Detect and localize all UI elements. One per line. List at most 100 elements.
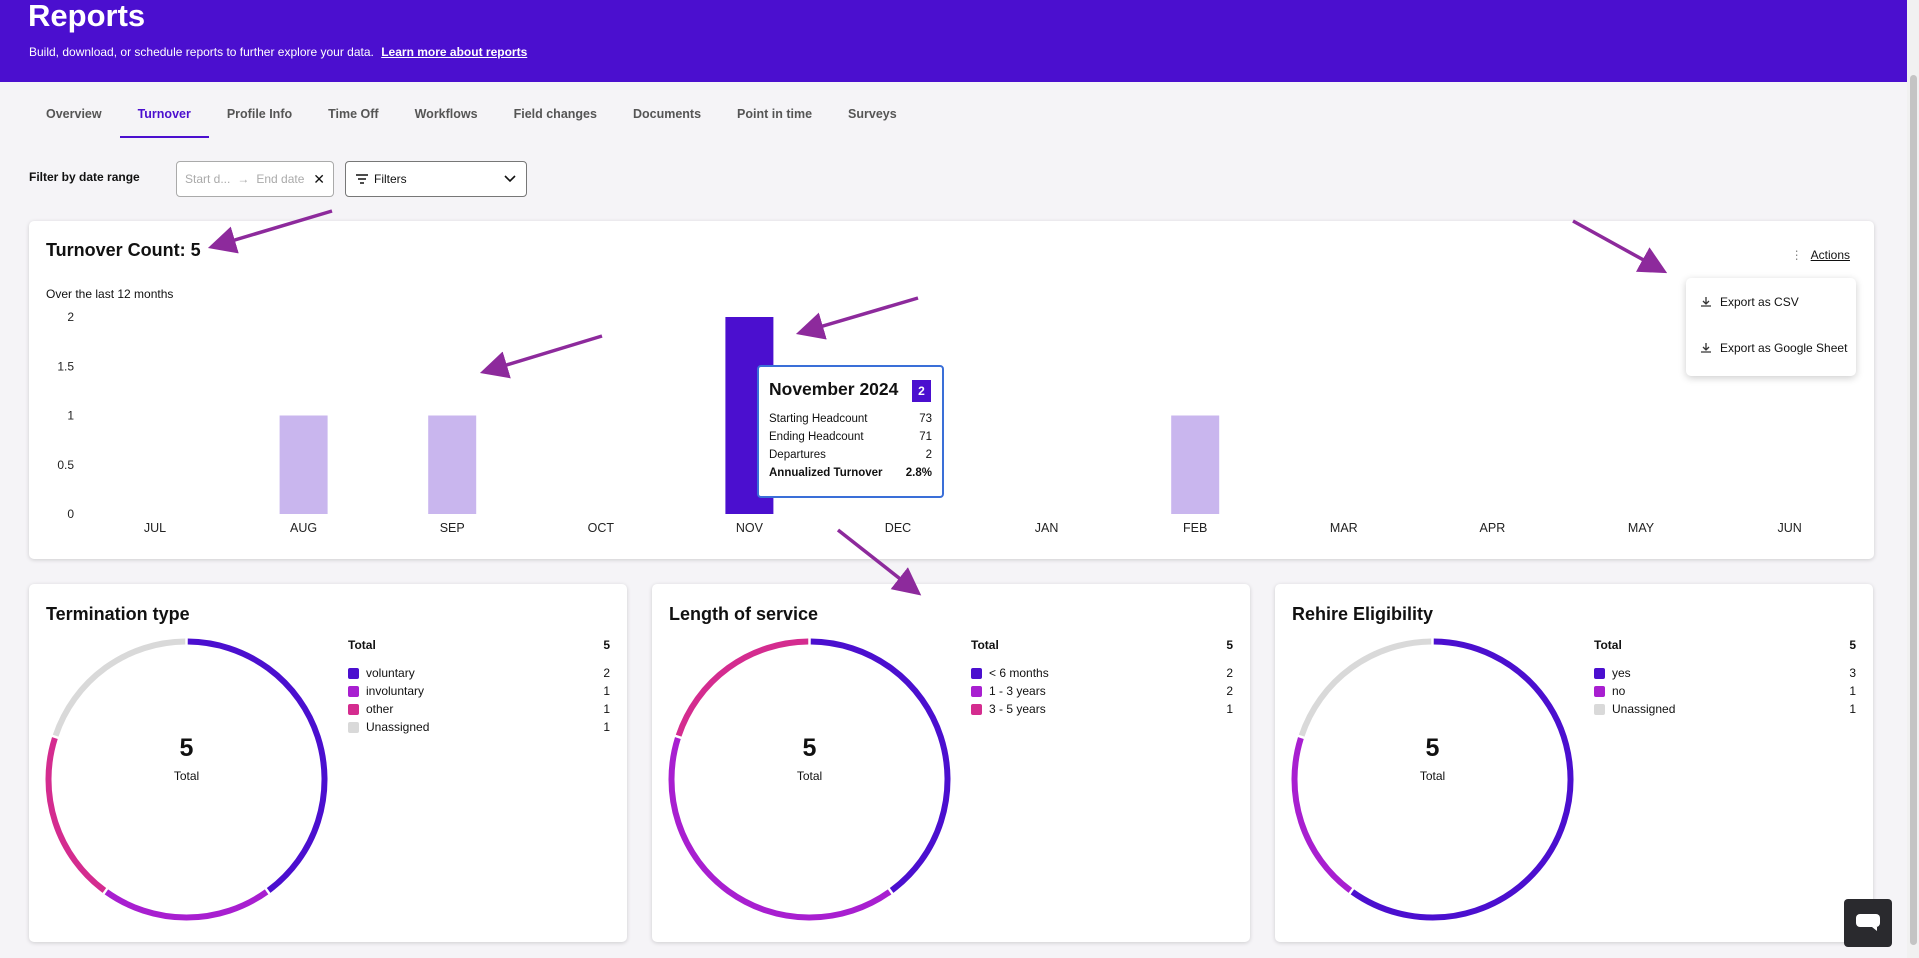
- donut-segment[interactable]: [104, 889, 269, 921]
- report-tabs: Overview Turnover Profile Info Time Off …: [28, 96, 915, 138]
- tab-overview[interactable]: Overview: [46, 107, 102, 121]
- turnover-bar-chart: 2 1.5 1 0.5 0 JUL AUG SEP OCT NOV DEC JAN FEB MAR APR M…: [57, 310, 1801, 535]
- chat-button[interactable]: [1844, 899, 1892, 947]
- tooltip-row: Departures 2: [769, 449, 932, 461]
- end-date-field[interactable]: End date: [256, 172, 305, 186]
- card-title: Rehire Eligibility: [1292, 604, 1434, 624]
- tab-field-changes[interactable]: Field changes: [513, 107, 597, 121]
- donut-center: 5 Total: [1290, 734, 1575, 783]
- y-tick-label: 0: [67, 507, 74, 521]
- legend-item: Unassigned 1: [1594, 700, 1856, 718]
- legend-total: Total 5: [971, 638, 1233, 652]
- legend-swatch: [1594, 667, 1605, 679]
- tab-point-in-time[interactable]: Point in time: [737, 107, 813, 121]
- actions-button[interactable]: ⋮ Actions: [1791, 248, 1850, 262]
- legend-swatch: [348, 703, 359, 715]
- donut-center: 5 Total: [44, 734, 329, 783]
- tab-documents[interactable]: Documents: [632, 107, 702, 121]
- bar-sep[interactable]: [428, 415, 477, 515]
- page-header: Reports Build, download, or schedule rep…: [0, 0, 1919, 82]
- filter-icon: [356, 174, 368, 184]
- legend-item: 3 - 5 years 1: [971, 700, 1233, 718]
- donut-total-label: Total: [173, 769, 200, 783]
- x-tick-label: APR: [1480, 521, 1506, 535]
- export-csv-label: Export as CSV: [1720, 295, 1799, 309]
- tab-workflows[interactable]: Workflows: [414, 107, 478, 121]
- legend-swatch: [971, 703, 982, 715]
- bar-feb[interactable]: [1171, 415, 1220, 515]
- turnover-subtitle: Over the last 12 months: [46, 287, 174, 301]
- legend-total: Total 5: [348, 638, 610, 652]
- tab-surveys[interactable]: Surveys: [848, 107, 897, 121]
- x-tick-label: AUG: [290, 521, 317, 535]
- tooltip-title: November 2024: [769, 379, 899, 399]
- x-tick-label: NOV: [736, 521, 764, 535]
- tooltip-row: Starting Headcount 73: [769, 413, 932, 425]
- donut-segment[interactable]: [187, 638, 328, 893]
- y-tick-label: 0.5: [57, 458, 74, 472]
- legend-swatch: [348, 721, 359, 733]
- legend-item: yes 3: [1594, 664, 1856, 682]
- tooltip-row: Annualized Turnover 2.8%: [769, 467, 932, 479]
- learn-more-link[interactable]: Learn more about reports: [381, 45, 528, 59]
- card-title: Termination type: [46, 604, 190, 624]
- clear-date-icon[interactable]: ✕: [313, 170, 325, 187]
- chevron-down-icon: [504, 175, 516, 183]
- tab-profile-info[interactable]: Profile Info: [226, 107, 293, 121]
- donut-total-value: 5: [179, 734, 194, 762]
- legend-swatch: [1594, 685, 1605, 697]
- x-tick-label: MAR: [1330, 521, 1358, 535]
- x-tick-label: JAN: [1035, 521, 1059, 535]
- card-title: Length of service: [669, 604, 819, 624]
- legend: Total 5 voluntary 2 involuntary 1 other 1 Un…: [348, 638, 610, 736]
- arrow-right-icon: →: [237, 172, 250, 186]
- export-google-sheet-item[interactable]: Export as Google Sheet: [1700, 341, 1847, 355]
- export-csv-item[interactable]: Export as CSV: [1700, 295, 1799, 309]
- donut-segment[interactable]: [810, 638, 951, 893]
- donut-segment[interactable]: [1350, 638, 1574, 921]
- donut-total-value: 5: [1425, 734, 1440, 762]
- y-tick-label: 1.5: [57, 359, 74, 373]
- donut-segment[interactable]: [1298, 638, 1432, 737]
- filters-dropdown[interactable]: Filters: [345, 161, 527, 197]
- start-date-field[interactable]: Start d...: [185, 172, 231, 186]
- date-range-input[interactable]: Start d... → End date ✕: [176, 161, 334, 197]
- y-tick-label: 1: [67, 409, 74, 423]
- donut-segment[interactable]: [668, 737, 892, 921]
- donut-segment[interactable]: [45, 737, 107, 893]
- legend-swatch: [348, 685, 359, 697]
- actions-label: Actions: [1810, 248, 1850, 262]
- donut-center: 5 Total: [667, 734, 952, 783]
- download-icon: [1701, 343, 1711, 353]
- chart-tooltip: November 2024 2 Starting Headcount 73 End…: [757, 365, 944, 498]
- tab-turnover[interactable]: Turnover: [119, 96, 209, 138]
- turnover-card: Turnover Count: 5 Over the last 12 month…: [29, 221, 1874, 559]
- donut-segment[interactable]: [1291, 737, 1353, 893]
- tab-time-off[interactable]: Time Off: [328, 107, 379, 121]
- x-tick-label: OCT: [588, 521, 615, 535]
- x-tick-label: DEC: [885, 521, 911, 535]
- bar-aug[interactable]: [279, 415, 328, 515]
- chat-icon: [1856, 914, 1880, 931]
- legend: Total 5 yes 3 no 1 Unassigned 1: [1594, 638, 1856, 718]
- legend-item: 1 - 3 years 2: [971, 682, 1233, 700]
- donut-segment[interactable]: [52, 638, 186, 737]
- x-tick-label: JUL: [144, 521, 166, 535]
- page-subtitle: Build, download, or schedule reports to …: [29, 45, 527, 59]
- x-tick-label: FEB: [1183, 521, 1207, 535]
- x-tick-label: JUN: [1777, 521, 1801, 535]
- legend-item: Unassigned 1: [348, 718, 610, 736]
- legend-item: no 1: [1594, 682, 1856, 700]
- filters-label: Filters: [374, 172, 407, 186]
- subtitle-text: Build, download, or schedule reports to …: [29, 45, 374, 59]
- donut-total-label: Total: [796, 769, 823, 783]
- x-tick-label: MAY: [1628, 521, 1655, 535]
- tooltip-row: Ending Headcount 71: [769, 431, 932, 443]
- legend-item: < 6 months 2: [971, 664, 1233, 682]
- legend: Total 5 < 6 months 2 1 - 3 years 2 3 - 5 ye…: [971, 638, 1233, 718]
- legend-item: voluntary 2: [348, 664, 610, 682]
- scrollbar-thumb[interactable]: [1910, 75, 1917, 945]
- donut-segment[interactable]: [675, 638, 809, 737]
- termination-type-donut: [45, 638, 328, 921]
- page-scrollbar[interactable]: [1907, 0, 1919, 958]
